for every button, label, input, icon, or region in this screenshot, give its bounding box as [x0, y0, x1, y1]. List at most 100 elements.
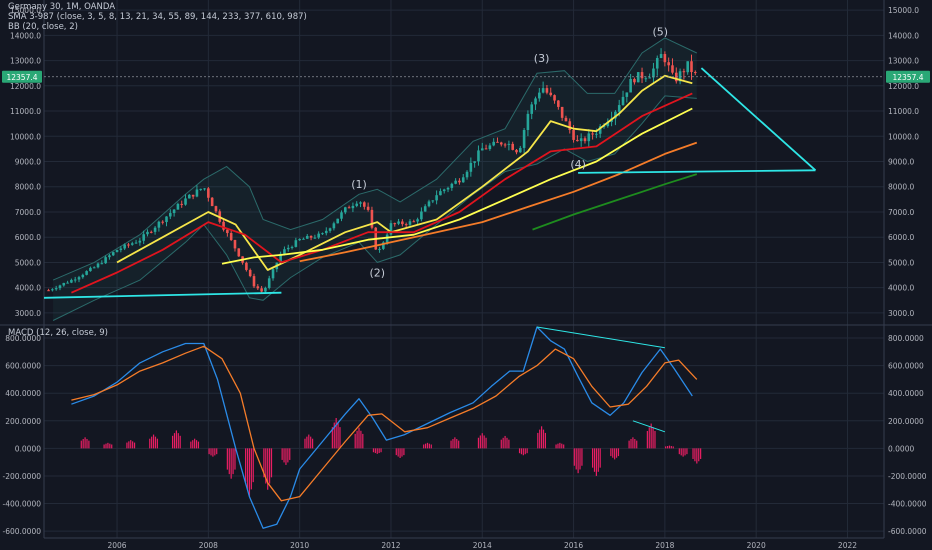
macd-tick-label-left: -600.0000 — [3, 527, 42, 536]
y-tick-label-right: 4000.0 — [888, 284, 914, 293]
macd-title: MACD (12, 26, close, 9) — [8, 328, 108, 338]
candle-up — [176, 203, 180, 210]
y-tick-label-left: 5000.0 — [15, 258, 41, 267]
candle-up — [169, 213, 172, 217]
candle-up — [519, 147, 522, 153]
y-tick-label-left: 12000.0 — [10, 82, 41, 91]
candle-up — [165, 216, 168, 223]
candle-up — [157, 221, 161, 228]
candle-up — [382, 242, 385, 249]
candle-down — [572, 129, 575, 140]
sma-line-3 — [299, 141, 698, 263]
candle-up — [686, 61, 689, 73]
y-tick-label-right: 5000.0 — [888, 258, 914, 267]
candle-up — [283, 249, 286, 254]
y-tick-label-right: 7000.0 — [888, 208, 914, 217]
candle-up — [595, 133, 598, 135]
candle-down — [499, 142, 503, 145]
y-tick-label-right: 6000.0 — [888, 233, 914, 242]
candle-up — [305, 235, 309, 239]
candle-up — [153, 227, 157, 232]
candle-up — [51, 289, 54, 291]
candle-down — [560, 106, 564, 118]
candle-down — [663, 54, 667, 63]
candle-down — [366, 206, 370, 210]
y-tick-label-left: 15000.0 — [10, 6, 41, 15]
y-tick-label-right: 3000.0 — [888, 309, 914, 318]
x-tick-label: 2006 — [107, 541, 126, 550]
candle-down — [47, 290, 50, 292]
candle-up — [473, 161, 476, 163]
candle-down — [347, 207, 351, 209]
bollinger-upper-line — [52, 37, 698, 281]
candle-up — [534, 98, 537, 105]
trendline-0 — [43, 291, 282, 299]
price-tag-right — [886, 70, 930, 83]
candle-down — [545, 88, 549, 93]
candle-down — [229, 233, 233, 241]
candle-up — [195, 189, 199, 197]
candle-up — [336, 218, 339, 224]
candle-up — [203, 188, 206, 190]
candle-up — [507, 143, 511, 145]
candle-down — [226, 229, 229, 234]
y-tick-label-left: 6000.0 — [15, 233, 41, 242]
candle-up — [279, 253, 282, 263]
candle-down — [237, 248, 241, 257]
y-tick-label-right: 10000.0 — [888, 132, 919, 141]
candle-down — [180, 203, 184, 205]
candle-down — [503, 144, 507, 146]
wave-label: (3) — [534, 52, 550, 65]
candle-down — [256, 286, 260, 289]
candle-down — [667, 62, 670, 66]
y-tick-label-right: 12000.0 — [888, 82, 919, 91]
candle-down — [149, 231, 153, 233]
macd-tick-label-right: 200.0000 — [888, 417, 924, 426]
candle-up — [146, 231, 149, 235]
candle-up — [92, 267, 96, 269]
candle-up — [172, 209, 176, 214]
sma-line-1 — [71, 92, 693, 294]
candle-up — [416, 219, 419, 222]
candle-down — [393, 223, 397, 225]
candle-up — [652, 68, 655, 78]
candle-down — [161, 221, 164, 223]
y-tick-label-right: 13000.0 — [888, 57, 919, 66]
bollinger-lower-line — [52, 95, 697, 321]
candle-up — [378, 248, 381, 250]
candle-down — [309, 235, 313, 238]
x-tick-label: 2022 — [838, 541, 857, 550]
y-tick-label-left: 8000.0 — [15, 183, 41, 192]
macd-tick-label-right: -600.0000 — [888, 527, 927, 536]
candle-up — [100, 263, 104, 265]
candle-down — [252, 276, 256, 287]
signal-line — [71, 345, 698, 502]
candle-up — [644, 78, 648, 80]
candle-up — [606, 121, 610, 127]
candle-down — [511, 143, 514, 150]
macd-tick-label-right: -200.0000 — [888, 472, 927, 481]
candle-up — [579, 138, 583, 142]
candle-down — [515, 149, 518, 153]
candle-up — [439, 191, 442, 196]
candle-up — [85, 271, 88, 275]
candle-up — [302, 238, 305, 240]
candle-up — [111, 252, 115, 256]
x-tick-label: 2018 — [655, 541, 674, 550]
candle-down — [248, 269, 252, 277]
sma-line-0 — [116, 74, 693, 271]
candle-up — [477, 150, 480, 162]
candle-up — [199, 188, 203, 190]
candle-down — [591, 133, 594, 135]
candle-up — [119, 248, 123, 251]
macd-trendline-0 — [536, 326, 665, 349]
candle-down — [553, 95, 556, 101]
candle-up — [408, 221, 412, 225]
candle-up — [359, 202, 362, 204]
x-tick-label: 2008 — [199, 541, 218, 550]
candle-up — [115, 250, 119, 253]
candle-up — [431, 200, 435, 202]
